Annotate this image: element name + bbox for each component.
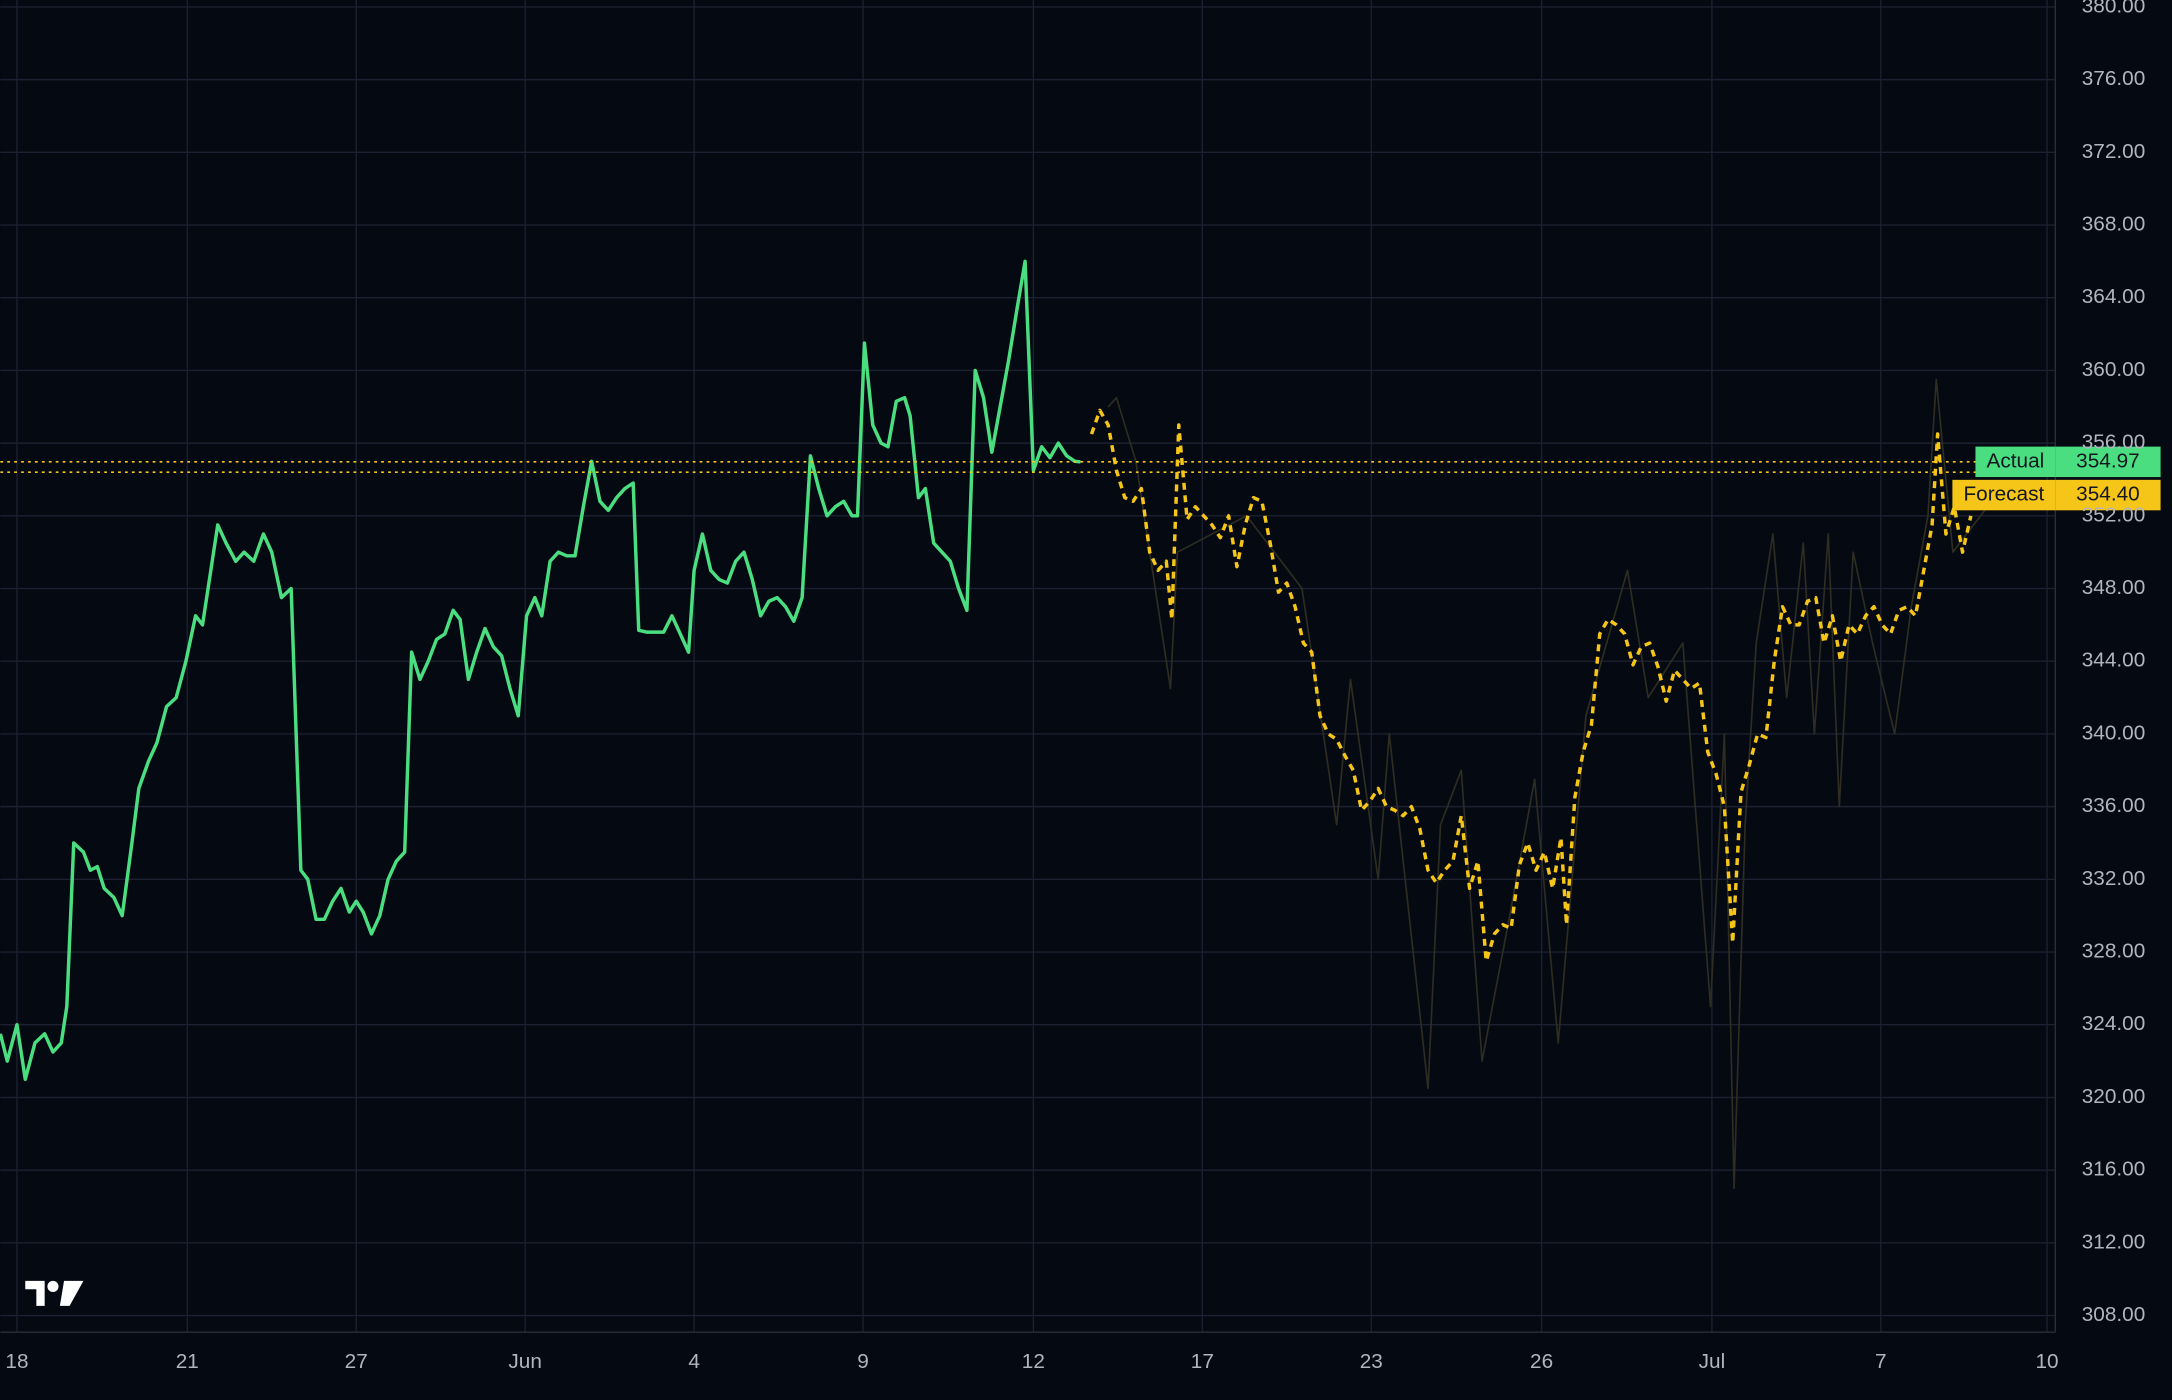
y-tick-label: 368.00 — [2082, 213, 2146, 236]
logo — [25, 1280, 84, 1306]
x-tick-label: 18 — [5, 1350, 28, 1373]
y-tick-label: 380.00 — [2082, 0, 2146, 17]
y-tick-label: 356.00 — [2082, 431, 2146, 454]
y-tick-label: 336.00 — [2082, 794, 2146, 817]
x-tick-label: 7 — [1875, 1350, 1887, 1373]
price-tag-value: 354.97 — [2076, 449, 2140, 472]
series-line — [1107, 378, 1996, 1190]
y-tick-label: 372.00 — [2082, 140, 2146, 163]
x-tick-label: Jun — [508, 1350, 541, 1373]
x-tick-label: 10 — [2035, 1350, 2058, 1373]
x-tick-label: Jul — [1699, 1350, 1726, 1373]
y-tick-label: 360.00 — [2082, 358, 2146, 381]
y-tick-label: 324.00 — [2082, 1012, 2146, 1035]
series-line — [0, 259, 1081, 1081]
x-tick-label: 23 — [1360, 1350, 1383, 1373]
price-tag-name: Actual — [1987, 449, 2045, 472]
y-tick-label: 316.00 — [2082, 1158, 2146, 1181]
price-tag-value: 354.40 — [2076, 483, 2140, 506]
y-tick-label: 352.00 — [2082, 503, 2146, 526]
y-tick-label: 312.00 — [2082, 1230, 2146, 1253]
x-tick-label: 27 — [345, 1350, 368, 1373]
x-tick-label: 12 — [1022, 1350, 1045, 1373]
y-tick-label: 328.00 — [2082, 940, 2146, 963]
x-tick-label: 26 — [1530, 1350, 1553, 1373]
series-line — [1089, 408, 1973, 963]
y-tick-label: 348.00 — [2082, 576, 2146, 599]
y-tick-label: 344.00 — [2082, 649, 2146, 672]
y-tick-label: 364.00 — [2082, 285, 2146, 308]
y-tick-label: 320.00 — [2082, 1085, 2146, 1108]
price-tag-name-box — [1975, 446, 2056, 478]
price-tag-name: Forecast — [1963, 483, 2044, 506]
price-tag-name-box — [1952, 479, 2056, 511]
price-tag — [2055, 446, 2161, 478]
x-tick-label: 17 — [1191, 1350, 1214, 1373]
y-tick-label: 332.00 — [2082, 867, 2146, 890]
y-tick-label: 340.00 — [2082, 721, 2146, 744]
x-tick-label: 21 — [176, 1350, 199, 1373]
x-tick-label: 9 — [857, 1350, 869, 1373]
x-tick-label: 4 — [688, 1350, 700, 1373]
y-tick-label: 308.00 — [2082, 1303, 2146, 1326]
y-tick-label: 376.00 — [2082, 67, 2146, 90]
price-tag — [2055, 479, 2161, 511]
